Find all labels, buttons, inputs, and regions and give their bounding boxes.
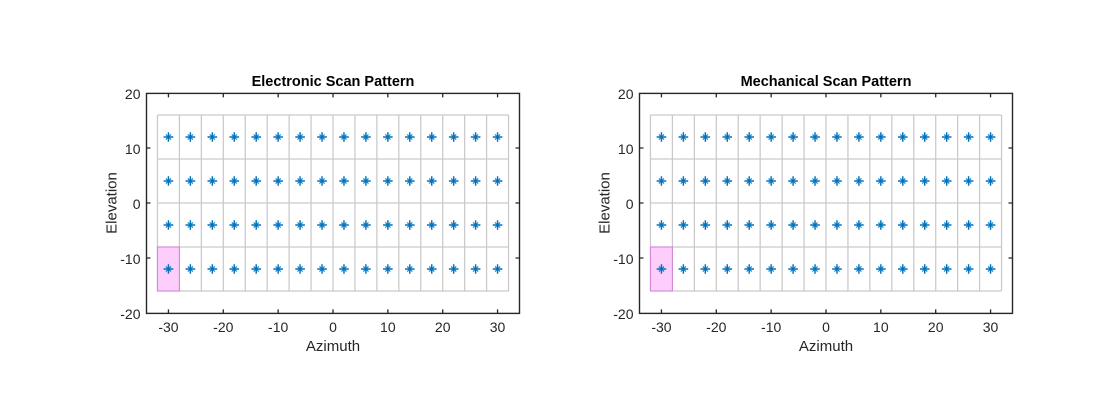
svg-text:-10: -10 [613,251,633,267]
svg-text:-20: -20 [613,306,633,322]
svg-text:30: 30 [490,319,506,335]
svg-text:-20: -20 [120,306,140,322]
svg-text:Azimuth: Azimuth [306,338,360,355]
svg-text:0: 0 [822,319,830,335]
svg-text:10: 10 [125,141,141,157]
svg-text:-10: -10 [761,319,781,335]
svg-text:Mechanical Scan Pattern: Mechanical Scan Pattern [741,74,912,90]
svg-text:30: 30 [983,319,999,335]
svg-text:Elevation: Elevation [104,172,121,234]
svg-text:Azimuth: Azimuth [799,338,853,355]
svg-text:Elevation: Elevation [597,172,614,234]
svg-text:0: 0 [133,196,141,212]
svg-text:10: 10 [873,319,889,335]
svg-text:0: 0 [626,196,634,212]
svg-text:20: 20 [125,86,141,102]
svg-text:20: 20 [928,319,944,335]
svg-text:20: 20 [618,86,634,102]
svg-text:-20: -20 [706,319,726,335]
svg-text:0: 0 [329,319,337,335]
svg-text:20: 20 [435,319,451,335]
svg-text:10: 10 [618,141,634,157]
svg-text:-10: -10 [268,319,288,335]
svg-text:10: 10 [380,319,396,335]
svg-text:-20: -20 [213,319,233,335]
svg-text:Electronic Scan Pattern: Electronic Scan Pattern [252,74,415,90]
svg-text:-30: -30 [158,319,178,335]
svg-text:-30: -30 [651,319,671,335]
svg-text:-10: -10 [120,251,140,267]
